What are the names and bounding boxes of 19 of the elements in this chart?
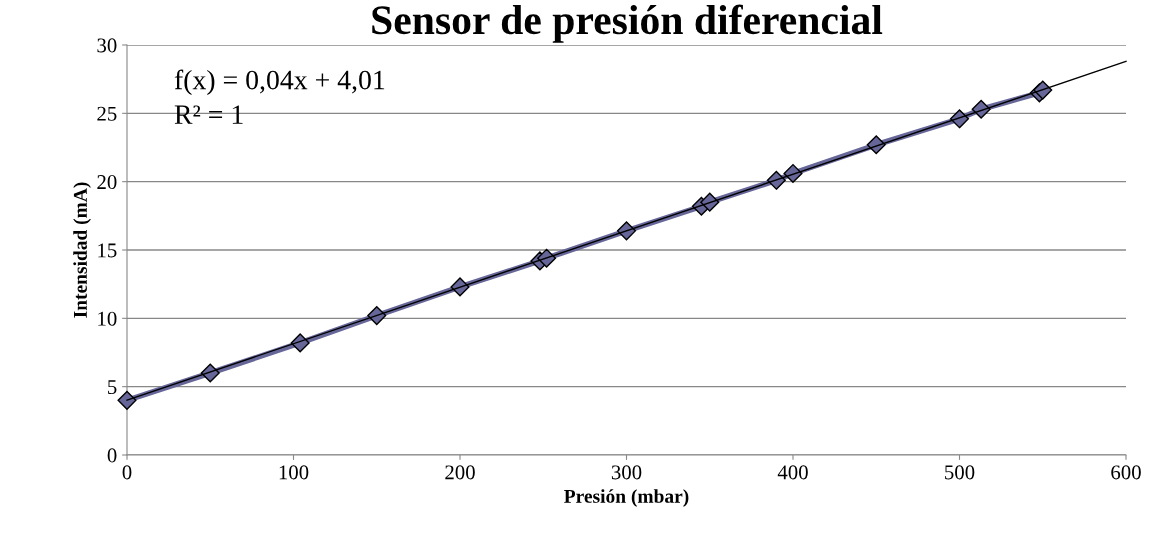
x-tick-label: 200 (445, 465, 475, 480)
y-tick-label: 25 (97, 106, 117, 121)
y-tick-label: 10 (98, 311, 117, 326)
x-tick-label: 600 (1111, 465, 1141, 480)
x-tick-label: 100 (279, 465, 309, 480)
y-axis-title: Intensidad (mA) (73, 182, 91, 318)
chart-title: Sensor de presión diferencial (372, 4, 883, 43)
y-tick-label: 15 (98, 243, 117, 258)
x-tick-label: 0 (122, 465, 132, 480)
y-tick-label: 20 (97, 175, 117, 190)
x-tick-label: 500 (945, 465, 975, 480)
y-tick-label: 5 (108, 380, 117, 395)
annotation: f(x) = 0,04x + 4,01 (174, 69, 385, 96)
y-tick-label: 0 (107, 448, 117, 463)
x-tick-label: 300 (611, 465, 642, 480)
annotation: R² = 1 (174, 105, 243, 124)
x-tick-label: 400 (777, 465, 808, 480)
x-axis-title: Presión (mbar) (564, 489, 689, 507)
y-tick-label: 30 (97, 38, 117, 53)
